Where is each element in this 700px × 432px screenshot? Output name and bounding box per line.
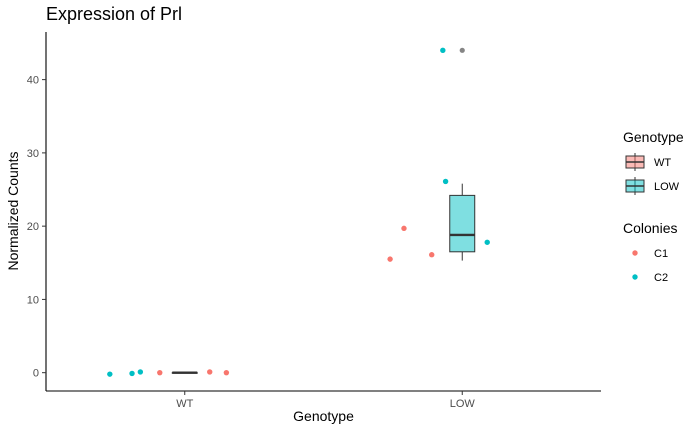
legend: Genotype WT LOW Colonies C1 C2 (623, 129, 684, 284)
data-point (157, 369, 163, 376)
legend-key (625, 177, 645, 195)
x-axis-title: Genotype (293, 408, 354, 424)
y-axis-title: Normalized Counts (5, 151, 21, 270)
y-tick-label: 0 (33, 368, 39, 380)
legend-label: C1 (654, 248, 668, 260)
y-tick-label: 10 (27, 294, 39, 306)
legend-label: WT (654, 157, 671, 169)
y-axis-ticks: 0 10 20 30 40 (27, 75, 46, 380)
data-point (484, 239, 490, 245)
legend-key (632, 250, 638, 256)
data-point (129, 370, 135, 377)
y-tick-label: 30 (27, 148, 39, 160)
boxplot-wt (171, 371, 198, 374)
legend-key (632, 274, 638, 280)
x-axis-ticks: WT LOW (176, 391, 475, 410)
data-point (401, 225, 407, 232)
data-point (207, 369, 213, 375)
legend-title: Genotype (623, 129, 684, 145)
boxplot-low (449, 47, 476, 261)
data-point (442, 178, 449, 185)
legend-point (632, 250, 638, 256)
data-point (223, 369, 230, 376)
data-point (387, 256, 393, 262)
box (449, 194, 476, 253)
legend-point (632, 274, 638, 280)
x-tick-label: LOW (450, 398, 476, 410)
legend-title: Colonies (623, 220, 677, 236)
data-point (440, 47, 446, 54)
x-tick-label: WT (176, 398, 193, 410)
legend-key (625, 153, 645, 171)
legend-label: C2 (654, 272, 668, 284)
data-point (429, 252, 435, 258)
outlier-point (459, 47, 465, 53)
data-point (137, 369, 144, 375)
y-tick-label: 40 (27, 75, 39, 87)
legend-label: LOW (654, 181, 680, 193)
y-tick-label: 20 (27, 221, 39, 233)
chart-title: Expression of Prl (46, 4, 182, 24)
plot-area (107, 47, 490, 377)
data-point (107, 371, 113, 377)
